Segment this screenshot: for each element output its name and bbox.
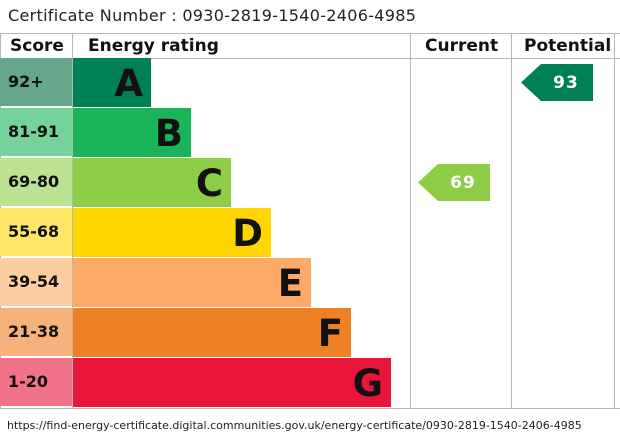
band-c: C <box>73 158 231 207</box>
band-d: D <box>73 208 271 257</box>
grid-line <box>72 33 73 409</box>
grid-line <box>410 33 411 409</box>
band-b: B <box>73 108 191 157</box>
score-header: Score <box>10 36 64 56</box>
band-e: E <box>73 258 311 307</box>
score-range-a: 92+ <box>0 58 72 106</box>
grid-line <box>0 58 620 59</box>
score-range-b: 81-91 <box>0 108 72 156</box>
band-letter-g: G <box>352 362 383 405</box>
certificate-number: Certificate Number : 0930-2819-1540-2406… <box>8 6 417 25</box>
band-g: G <box>73 358 391 407</box>
grid-line <box>0 33 620 34</box>
band-letter-f: F <box>317 312 343 355</box>
band-letter-c: C <box>195 162 223 205</box>
score-range-f: 21-38 <box>0 308 72 356</box>
score-range-g: 1-20 <box>0 358 72 406</box>
current-rating-value: 69 <box>450 173 476 193</box>
score-range-e: 39-54 <box>0 258 72 306</box>
band-a: A <box>73 58 151 107</box>
epc-chart: Score Energy rating Current Potential 92… <box>0 33 620 409</box>
band-letter-a: A <box>114 62 143 105</box>
potential-rating-value: 93 <box>553 73 579 93</box>
score-range-c: 69-80 <box>0 158 72 206</box>
band-letter-b: B <box>154 112 183 155</box>
energy-rating-header: Energy rating <box>88 36 219 56</box>
band-letter-e: E <box>277 262 303 305</box>
certificate-url: https://find-energy-certificate.digital.… <box>7 419 582 432</box>
current-header: Current <box>425 36 499 56</box>
band-f: F <box>73 308 351 357</box>
potential-header: Potential <box>524 36 612 56</box>
grid-line <box>511 33 512 409</box>
potential-rating-arrow: 93 <box>521 64 593 101</box>
grid-line <box>614 33 615 409</box>
grid-line <box>0 408 620 409</box>
current-rating-arrow: 69 <box>418 164 490 201</box>
score-range-d: 55-68 <box>0 208 72 256</box>
band-letter-d: D <box>232 212 263 255</box>
